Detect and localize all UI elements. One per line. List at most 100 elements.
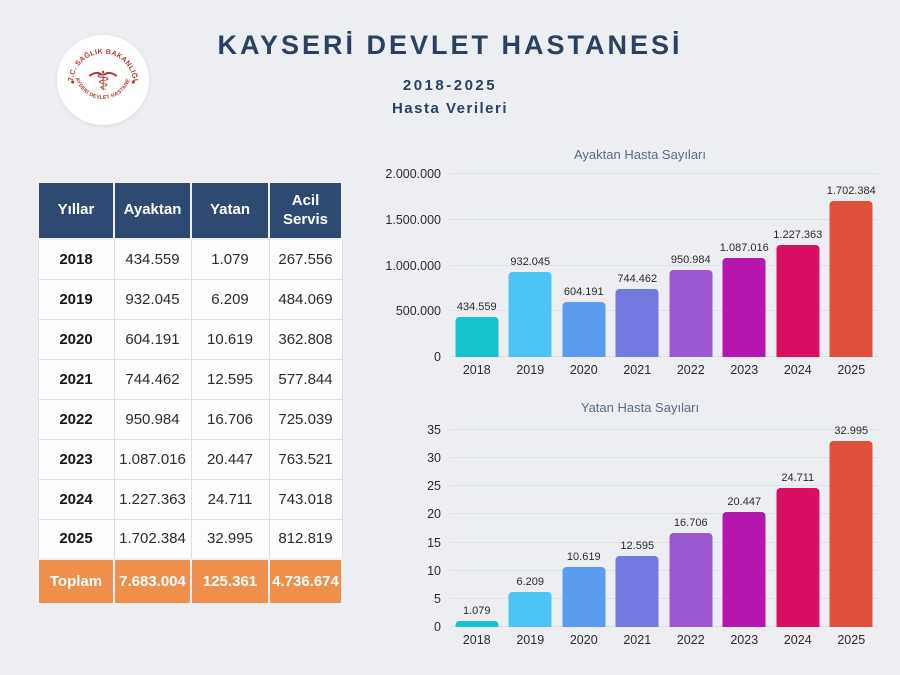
ministry-logo: T.C. SAĞLIK BAKANLIĞI KAYSERİ DEVLET HAS… [57,35,149,125]
gridline [450,173,878,174]
bar-2020 [562,301,606,357]
bar-slot-2020: 604.191 2020 [557,174,611,377]
year-cell: 2021 [37,358,115,400]
x-tick-label: 2020 [569,633,598,647]
bar-value-label: 1.079 [462,604,491,617]
value-cell: 434.559 [113,238,192,280]
total-inpatient: 125.361 [190,558,270,605]
bar-slot-2022: 16.706 2022 [664,430,718,647]
page-subtitle-label: Hasta Verileri [391,100,509,117]
bar-slot-2020: 10.619 2020 [557,430,611,647]
bar-2020 [562,567,606,627]
gridline [450,310,878,312]
value-cell: 6.209 [190,278,270,320]
value-cell: 577.844 [268,358,343,400]
total-emergency: 4.736.674 [268,558,343,605]
value-cell: 950.984 [113,398,192,440]
table-row: 2019 932.045 6.209 484.069 [37,278,343,320]
y-axis: 0 500.000 1.000.000 1.500.000 2.000.000 [385,167,450,364]
chart-title: Yatan Hasta Sayıları [580,400,700,415]
gridline [450,485,878,487]
bar-value-label: 20.447 [727,495,762,508]
bar-value-label: 12.595 [620,540,655,553]
gridline [450,264,878,266]
bar-value-label: 950.984 [670,254,711,266]
table-row: 2020 604.191 10.619 362.808 [37,318,343,360]
y-tick-label: 0 [434,620,441,634]
table-row: 2022 950.984 16.706 725.039 [37,398,343,440]
page-title: KAYSERİ DEVLET HASTANESİ [217,30,683,60]
bar-value-label: 1.087.016 [719,241,769,254]
value-cell: 1.087.016 [113,438,192,480]
bar-2018 [455,317,499,357]
bar-value-label: 744.462 [617,272,658,285]
bar-2024 [776,487,820,627]
value-cell: 725.039 [268,398,343,440]
total-label: Toplam [37,558,115,605]
bar-2021 [615,556,659,627]
table-row: 2021 744.462 12.595 577.844 [37,358,343,400]
bar-slot-2019: 6.209 2019 [504,430,558,647]
bar-value-label: 32.995 [834,425,869,438]
bar-slot-2018: 434.559 2018 [450,174,504,377]
x-tick-label: 2022 [676,363,705,377]
y-tick-label: 15 [427,535,441,550]
y-tick-label: 500.000 [395,304,441,319]
inpatient-bar-chart: Yatan Hasta Sayıları 0 5 10 15 20 25 30 35 1.07… [398,397,882,657]
bar-slot-2023: 1.087.016 2023 [718,174,772,377]
table-row: 2025 1.702.384 32.995 812.819 [37,518,343,560]
x-tick-label: 2025 [837,363,866,377]
value-cell: 812.819 [268,518,343,560]
page-subtitle-years: 2018-2025 [402,77,498,94]
bar-value-label: 1.702.384 [826,185,876,198]
bar-2023 [722,257,766,357]
year-cell: 2023 [37,438,115,480]
bar-slot-2021: 744.462 2021 [611,174,665,377]
table-row: 2023 1.087.016 20.447 763.521 [37,438,343,480]
bar-value-label: 932.045 [510,255,551,268]
x-tick-label: 2021 [623,633,652,647]
y-tick-label: 5 [434,591,441,606]
bar-2019 [508,271,552,357]
outpatient-bar-chart: Ayaktan Hasta Sayıları 0 500.000 1.000.000… [385,144,882,387]
col-header-emergency: Acil Servis [268,181,343,240]
value-cell: 267.556 [268,238,343,280]
bar-slot-2019: 932.045 2019 [504,174,558,377]
y-axis: 0 5 10 15 20 25 30 35 [398,423,450,634]
year-cell: 2018 [37,238,115,280]
bar-2025 [829,201,873,357]
bar-value-label: 24.711 [781,471,815,484]
y-tick-label: 30 [427,451,441,466]
bar-slot-2021: 12.595 2021 [611,430,665,647]
value-cell: 743.018 [268,478,343,520]
bar-slot-2025: 1.702.384 2025 [825,174,879,377]
bar-value-label: 604.191 [563,285,604,298]
value-cell: 1.227.363 [113,478,192,520]
year-cell: 2022 [37,398,115,440]
gridline [450,597,878,599]
bar-value-label: 1.227.363 [773,228,823,241]
year-cell: 2024 [37,478,115,520]
y-tick-label: 25 [427,479,441,494]
y-tick-label: 20 [427,507,441,522]
bar-slot-2018: 1.079 2018 [450,430,504,647]
bar-value-label: 10.619 [566,551,601,564]
table-total-row: Toplam 7.683.004 125.361 4.736.674 [37,558,343,605]
y-tick-label: 1.000.000 [385,258,441,273]
gridline [450,569,878,571]
plot-wrap: 0 5 10 15 20 25 30 35 1.079 2018 6.209 2019 10.619 2… [398,423,882,647]
plot-wrap: 0 500.000 1.000.000 1.500.000 2.000.000 434.… [385,167,882,377]
logo-seal: T.C. SAĞLIK BAKANLIĞI KAYSERİ DEVLET HAS… [57,35,149,125]
year-cell: 2020 [37,318,115,360]
col-header-inpatient: Yatan [190,181,270,240]
bar-value-label: 16.706 [673,516,708,529]
bar-slot-2024: 24.711 2024 [771,430,825,647]
x-tick-label: 2018 [462,363,491,377]
x-tick-label: 2023 [730,633,759,647]
bar-value-label: 6.209 [516,576,545,589]
value-cell: 16.706 [190,398,270,440]
x-tick-label: 2022 [676,633,705,647]
bar-2023 [722,511,766,627]
x-tick-label: 2023 [730,363,759,377]
